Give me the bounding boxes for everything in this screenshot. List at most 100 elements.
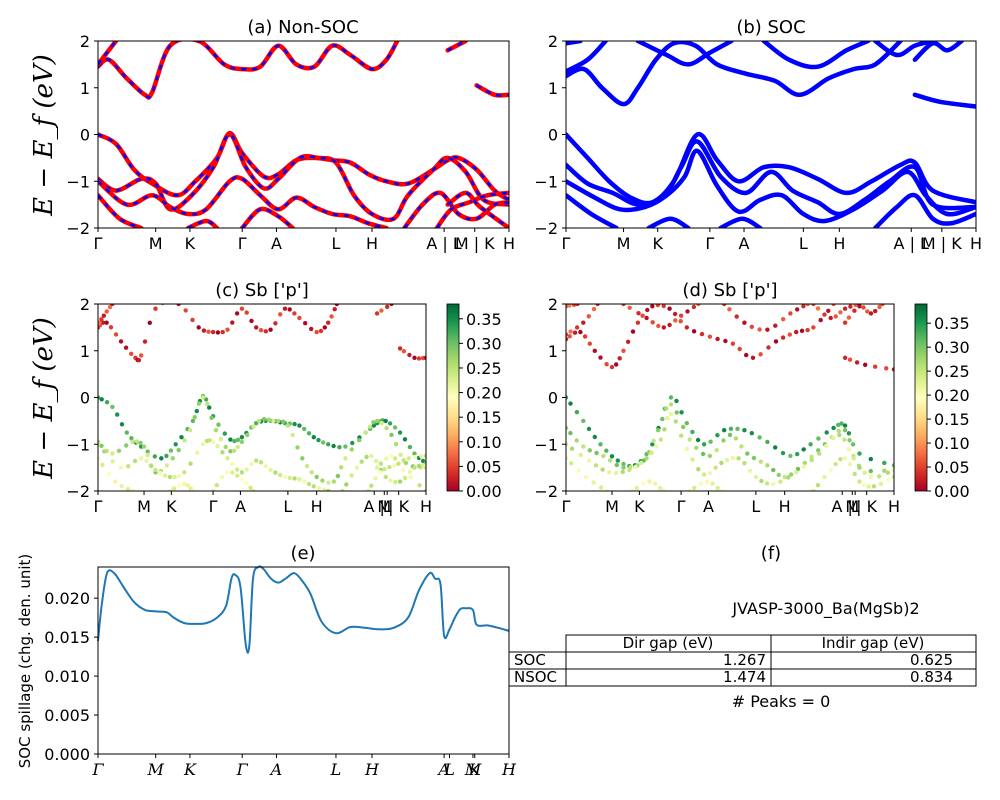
band-point bbox=[842, 355, 848, 360]
band-point bbox=[776, 472, 781, 478]
band-point bbox=[630, 329, 636, 334]
band-point bbox=[207, 405, 212, 410]
band-point bbox=[627, 467, 632, 473]
panel-c-ytick-label: 1 bbox=[80, 342, 90, 361]
band-point bbox=[258, 460, 264, 465]
band-point bbox=[110, 304, 115, 307]
band-point bbox=[398, 452, 403, 457]
panel-d-cbtick-label: 0.00 bbox=[934, 482, 970, 501]
panel-b-xtick-label: Γ bbox=[705, 234, 714, 253]
band-point bbox=[363, 430, 368, 435]
band-point bbox=[822, 474, 827, 480]
band-point bbox=[397, 430, 403, 435]
band-point bbox=[847, 462, 853, 467]
band-point bbox=[811, 488, 816, 491]
panel-e-xtick-label: M bbox=[464, 760, 482, 779]
band-point bbox=[723, 338, 728, 344]
band-point bbox=[566, 456, 569, 461]
band-point bbox=[878, 481, 884, 487]
band-point bbox=[891, 467, 894, 473]
panel-a-xtick-label: Γ bbox=[94, 234, 103, 253]
band-point bbox=[658, 437, 664, 442]
panel-b-xtick-label: Γ bbox=[562, 234, 571, 253]
panel-d-cbtick-label: 0.05 bbox=[934, 458, 970, 477]
band-point bbox=[598, 355, 603, 360]
panel-e-xtick-label: Γ bbox=[236, 760, 249, 779]
band-point bbox=[164, 463, 169, 468]
band-point bbox=[833, 314, 838, 319]
band-point bbox=[407, 469, 413, 475]
panel-c-xtick-label: A bbox=[235, 497, 246, 516]
band-point bbox=[126, 464, 131, 469]
band-point bbox=[407, 444, 413, 450]
panel-e-xtick-label: K bbox=[468, 760, 482, 779]
panel-a-xtick-label: H bbox=[366, 234, 378, 253]
band-point bbox=[322, 325, 327, 330]
band-point bbox=[816, 436, 821, 441]
band-point bbox=[182, 481, 187, 487]
band-point bbox=[609, 454, 615, 459]
band-point bbox=[129, 436, 134, 441]
band-point bbox=[195, 450, 200, 455]
band-point bbox=[331, 443, 336, 449]
band-point bbox=[868, 468, 873, 474]
band-point bbox=[340, 488, 345, 491]
band-point bbox=[866, 484, 871, 489]
band-point bbox=[423, 463, 426, 468]
panel-d-xtick-label: H bbox=[888, 497, 900, 516]
band-point bbox=[321, 440, 326, 445]
band-point bbox=[621, 348, 626, 353]
band-point bbox=[210, 439, 216, 445]
band-point bbox=[876, 474, 882, 479]
band-point bbox=[343, 456, 348, 461]
band-point bbox=[228, 437, 233, 442]
band-point bbox=[842, 437, 847, 442]
band-point bbox=[868, 456, 873, 462]
band-point bbox=[581, 444, 586, 449]
band-point bbox=[108, 325, 114, 330]
band-point bbox=[861, 305, 866, 310]
gap-table-row-nsoc bbox=[508, 668, 977, 687]
band-point bbox=[650, 304, 655, 309]
band-point bbox=[297, 477, 302, 482]
band-point bbox=[739, 444, 744, 449]
band-point bbox=[842, 320, 848, 325]
band-point bbox=[571, 304, 577, 307]
band-point bbox=[857, 304, 862, 309]
band-point bbox=[707, 334, 713, 339]
band-point bbox=[314, 329, 319, 335]
band-point bbox=[649, 450, 654, 455]
band-point bbox=[837, 432, 842, 438]
band-point bbox=[110, 459, 115, 464]
band-point bbox=[847, 438, 852, 443]
band-point bbox=[658, 485, 663, 491]
band-point bbox=[640, 313, 645, 318]
band-point bbox=[392, 463, 397, 468]
panel-b-xtick-label: A bbox=[739, 234, 750, 253]
band-point bbox=[569, 461, 574, 466]
band-point bbox=[349, 473, 354, 478]
band-point bbox=[292, 311, 297, 316]
band-point bbox=[615, 458, 620, 463]
panel-d-xtick-label: Γ bbox=[562, 497, 571, 516]
band-point bbox=[392, 456, 398, 461]
band-point bbox=[401, 349, 407, 354]
band-point bbox=[183, 308, 188, 313]
band-point bbox=[704, 479, 710, 484]
band-point bbox=[136, 358, 142, 363]
band-point bbox=[196, 401, 202, 406]
panel-d-xtick-label: L bbox=[751, 497, 760, 516]
panel-c-ytick-label: −2 bbox=[66, 482, 90, 501]
band-point bbox=[678, 319, 683, 324]
band-point bbox=[737, 346, 742, 352]
band-point bbox=[278, 312, 283, 317]
band-point bbox=[385, 304, 390, 309]
band-point bbox=[419, 454, 424, 459]
band-point bbox=[568, 401, 573, 406]
band-point bbox=[644, 315, 649, 321]
band-point bbox=[357, 438, 362, 443]
panel-e-xtick-label: A bbox=[269, 760, 283, 779]
band-line-overlay bbox=[403, 191, 509, 228]
band-point bbox=[124, 443, 129, 448]
